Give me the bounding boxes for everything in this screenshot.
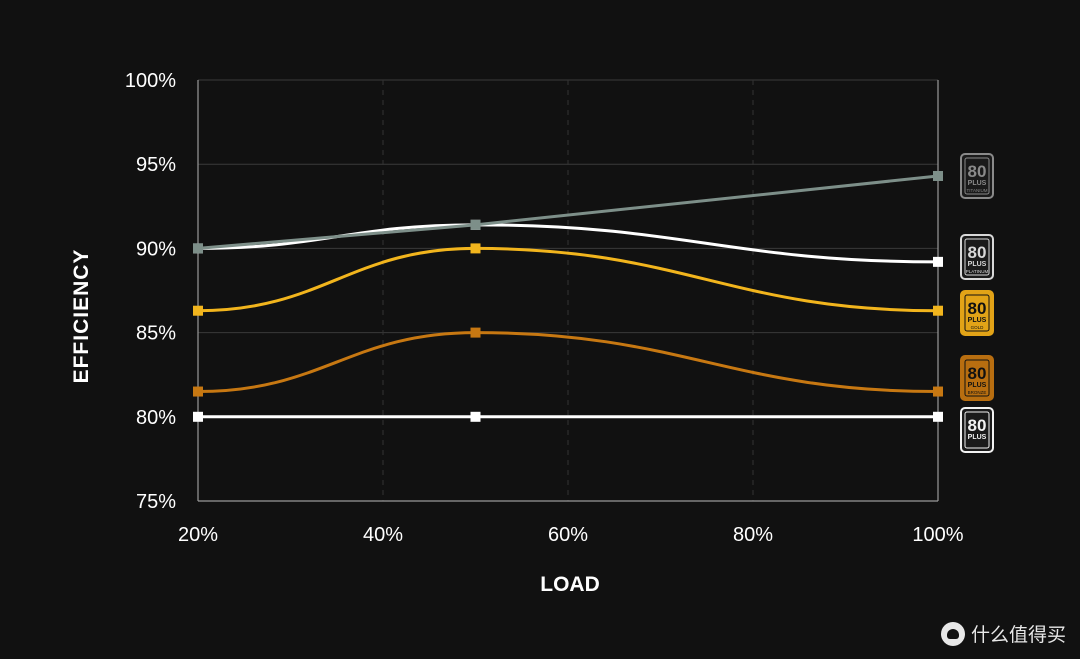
data-point [470,219,481,230]
badge-tier: PLATINUM [966,269,989,274]
badge-number: 80 [968,243,987,262]
badge-number: 80 [968,162,987,181]
badge-brand: PLUS [968,317,987,324]
x-tick-label: 100% [912,524,963,546]
badge-tier: TITANIUM [967,188,988,193]
data-point [933,411,943,422]
data-point [470,327,481,338]
badge-inner-frame [964,411,990,449]
badge-tier: BRONZE [968,390,987,395]
badge-frame [960,407,994,453]
badge-inner-frame [964,359,990,397]
x-tick-label: 40% [363,524,403,546]
series-gold [193,243,943,316]
y-tick-label: 90% [136,238,176,260]
data-point [933,256,943,267]
data-point [933,305,943,316]
badge-brand: PLUS [968,434,987,441]
badge-tier: GOLD [971,325,985,330]
y-tick-label: 100% [125,70,176,92]
badge-number: 80 [968,299,987,318]
watermark-text: 什么值得买 [970,624,1066,646]
badge-frame [960,355,994,401]
series-standard [193,411,943,422]
y-axis-label: EFFICIENCY [70,249,93,384]
y-tick-label: 80% [136,407,176,429]
legend-badges: 80PLUSTITANIUM80PLUSPLATINUM80PLUSGOLD80… [960,153,994,453]
data-point [933,170,943,181]
series-lines [193,170,943,422]
badge-frame [960,234,994,280]
data-point [193,243,203,254]
x-tick-labels: 20% 40% 60% 80% 100% [178,524,964,546]
y-tick-label: 95% [136,154,176,176]
axes [197,80,939,502]
x-axis-label: LOAD [540,573,600,596]
badge-frame [960,153,994,199]
series-line [196,223,940,264]
badge-inner-frame [964,294,990,332]
badge-inner-frame [964,238,990,276]
zhide-logo-icon [940,621,965,646]
series-titanium [193,170,943,254]
y-tick-label: 85% [136,323,176,345]
series-bronze [193,327,943,397]
data-point [193,411,203,422]
x-tick-label: 80% [733,524,773,546]
badge-inner-frame [964,157,990,195]
y-tick-label: 75% [136,491,176,513]
series-line [196,331,940,394]
vertical-gridlines [382,80,754,501]
watermark: 什么值得买 [940,620,1066,647]
badge-brand: PLUS [968,180,987,187]
badge-brand: PLUS [968,382,987,389]
y-tick-labels: 100% 95% 90% 85% 80% 75% [125,70,176,513]
data-point [470,411,481,422]
x-tick-label: 60% [548,524,588,546]
series-line [196,246,940,313]
x-tick-label: 20% [178,524,218,546]
badge-number: 80 [968,364,987,383]
badge-frame [960,290,994,336]
data-point [193,305,203,316]
badge-brand: PLUS [968,261,987,268]
data-point [470,243,481,254]
badge-number: 80 [968,416,987,435]
data-point [193,386,203,397]
data-point [933,386,943,397]
